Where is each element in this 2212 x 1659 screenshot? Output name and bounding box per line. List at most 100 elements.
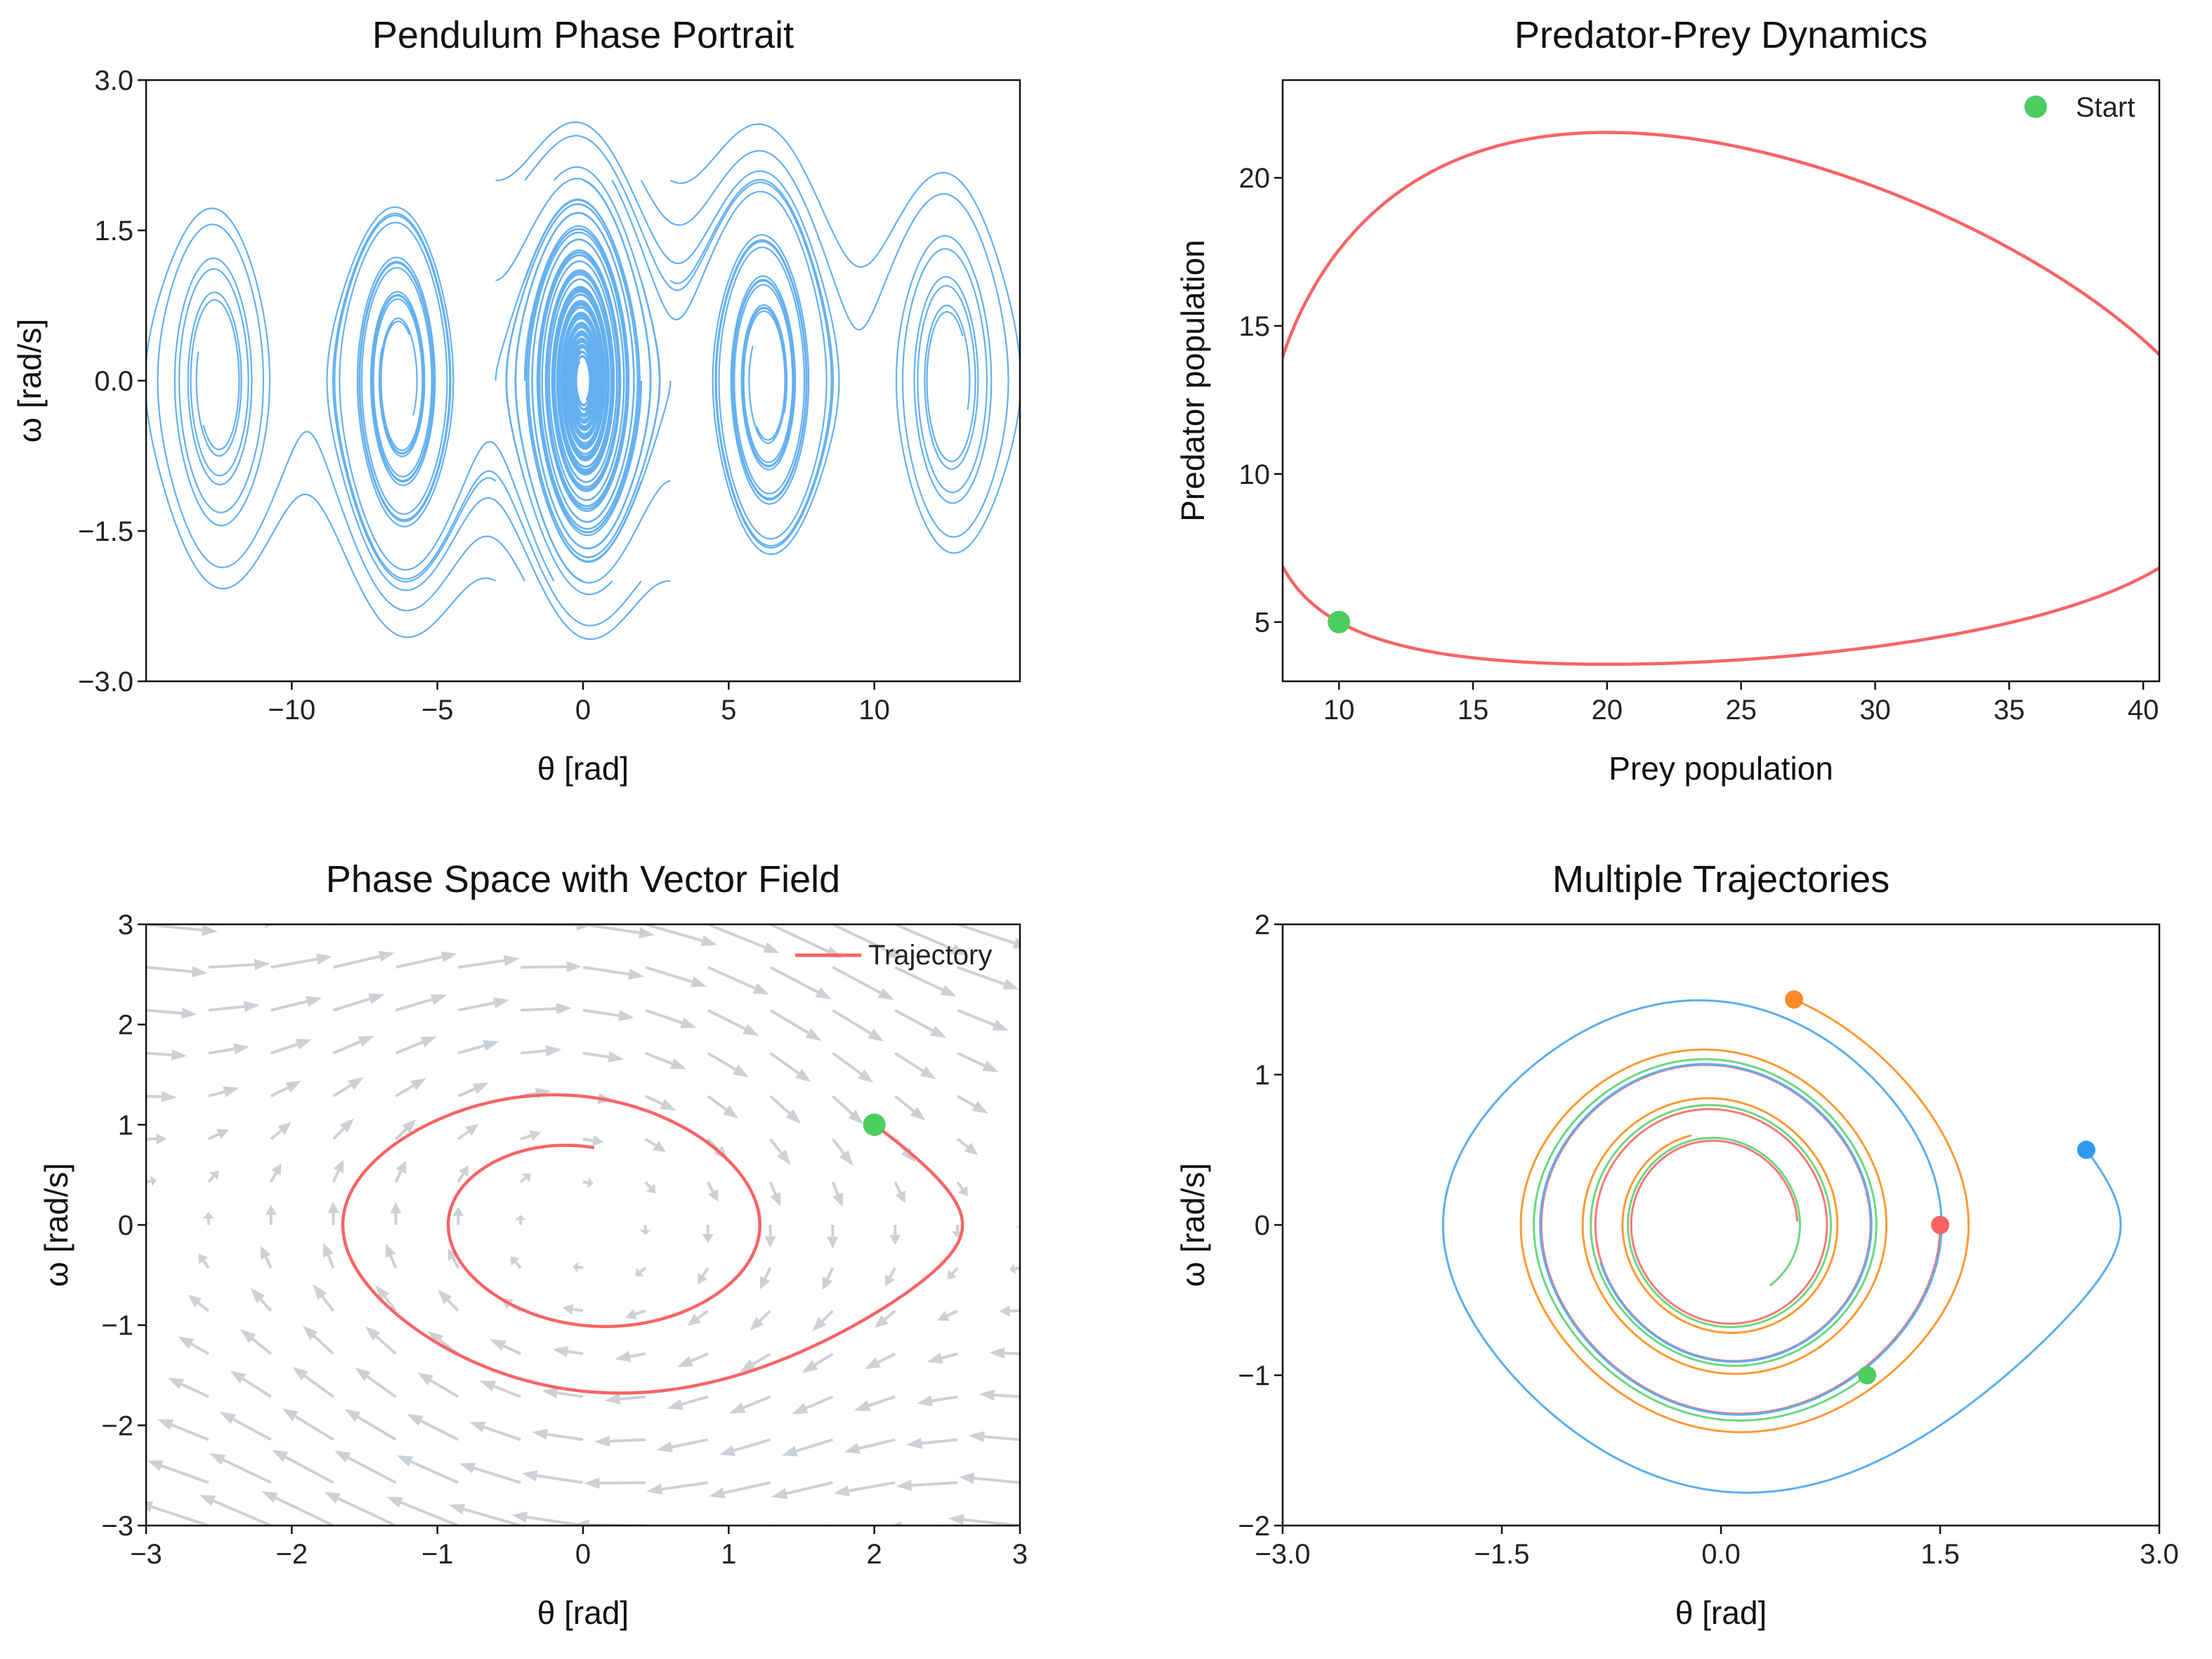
y-tick-label: 5 [1255, 608, 1270, 638]
vector-arrow-head [781, 1445, 798, 1457]
vector-arrow-shaft [394, 1170, 403, 1183]
vector-arrow-head [958, 1472, 975, 1484]
vector-arrow-shaft [832, 1051, 863, 1075]
vector-arrow-head [272, 1450, 289, 1462]
vector-arrow-head [344, 1409, 361, 1422]
vector-arrow-head [514, 913, 530, 924]
vector-arrow-head [709, 1487, 726, 1499]
vector-arrow-head [592, 1134, 604, 1146]
x-tick-label: 25 [1725, 695, 1757, 726]
vector-arrow-head [244, 1001, 260, 1013]
vector-arrow-shaft [207, 1132, 220, 1141]
vector-arrow-head [313, 1284, 327, 1300]
x-tick-label: −1.5 [1474, 1539, 1530, 1570]
vector-arrow-shaft [974, 1476, 1020, 1484]
vector-arrow-shaft [332, 1170, 340, 1183]
vector-arrow-shaft [769, 924, 829, 953]
vector-arrow-shaft [457, 1087, 476, 1098]
vector-arrow-shaft [503, 1344, 521, 1356]
vector-arrow-head [334, 1450, 351, 1463]
vector-arrow-shaft [1019, 1053, 1020, 1055]
x-axis-label: θ [rad] [537, 1594, 629, 1631]
vector-arrow-head [378, 950, 395, 962]
vector-arrow-head [407, 1414, 424, 1427]
vector-arrow-shaft [629, 1352, 646, 1358]
vector-arrow-shaft [420, 1419, 459, 1441]
vector-arrow-shaft [457, 1044, 485, 1055]
vector-arrow-head [515, 1214, 527, 1220]
x-tick-label: −10 [268, 695, 315, 726]
vector-arrow-head [1012, 938, 1020, 949]
y-tick-label: −1 [1238, 1360, 1270, 1391]
vector-arrow-head [339, 1118, 354, 1133]
vector-arrow-head [854, 1400, 871, 1411]
vector-arrow-shaft [429, 1379, 459, 1398]
vector-arrow-shaft [645, 1051, 673, 1065]
vector-arrow-head [823, 1528, 839, 1539]
legend-start-marker [2024, 96, 2047, 118]
vector-arrow-head [209, 1170, 219, 1181]
plot-area [1283, 131, 2159, 667]
vector-arrow-shaft [332, 997, 371, 1012]
trajectory-line [1441, 999, 2122, 1494]
vector-arrow-head [191, 966, 208, 978]
vector-arrow-head [368, 993, 385, 1004]
vector-arrow-shaft [321, 1295, 335, 1312]
start-point-marker [1328, 610, 1351, 634]
vector-arrow-shaft [825, 1524, 833, 1526]
vector-arrow-shaft [1019, 1139, 1020, 1141]
vector-arrow-shaft [294, 1415, 334, 1441]
vector-arrow-shaft [208, 1047, 235, 1055]
vector-arrow-head [389, 909, 405, 920]
vector-arrow-shaft [645, 924, 703, 943]
vector-arrow-head [264, 924, 275, 929]
vector-arrow-head [292, 1367, 308, 1381]
vector-arrow-shaft [1004, 1351, 1020, 1356]
vector-arrow-head [771, 1488, 788, 1500]
chart-title: Predator-Prey Dynamics [1514, 14, 1928, 56]
vector-arrow-head [198, 1253, 209, 1264]
vector-arrow-shaft [384, 1296, 397, 1312]
trajectory-line [1519, 998, 1970, 1434]
vector-arrow-shaft [681, 1395, 709, 1406]
vector-arrow-head [240, 1329, 256, 1344]
vector-arrow-shaft [395, 924, 405, 926]
y-tick-label: 3.0 [94, 65, 133, 96]
vector-arrow-shaft [223, 1458, 272, 1484]
vector-arrow-shaft [911, 1481, 958, 1487]
vector-arrow-shaft [146, 1309, 147, 1311]
vector-arrow-head [639, 1230, 651, 1235]
vector-arrow-shaft [190, 1342, 209, 1356]
vector-arrow-head [150, 1175, 157, 1187]
vector-arrow-shaft [452, 1257, 460, 1269]
plot-area [146, 121, 1020, 641]
vector-arrow-shaft [269, 1172, 277, 1183]
vector-arrow-head [333, 1160, 344, 1174]
vector-arrow-head [805, 1028, 822, 1041]
vector-arrow-shaft [733, 1438, 771, 1453]
vector-arrow-shaft [707, 1009, 746, 1030]
trajectory-line [525, 228, 672, 563]
vector-arrow-shaft [956, 1181, 964, 1191]
vector-arrow-head [327, 912, 343, 923]
vector-arrow-head [875, 1315, 889, 1328]
vector-arrow-head [937, 1311, 950, 1321]
vector-arrow-shaft [395, 955, 443, 969]
vector-arrow-shaft [805, 1395, 834, 1410]
vector-arrow-head [105, 1385, 122, 1396]
vector-arrow-shaft [208, 1090, 225, 1098]
vector-arrow-shaft [884, 1524, 896, 1526]
vector-arrow-head [992, 1019, 1009, 1031]
vector-arrow-head [503, 955, 520, 966]
vector-arrow-shaft [332, 1084, 352, 1098]
vector-arrow-head [202, 1212, 214, 1219]
vector-arrow-head [451, 909, 467, 920]
x-tick-label: 1.5 [1920, 1539, 1960, 1570]
vector-arrow-shaft [242, 1377, 272, 1398]
vector-arrow-head [295, 1039, 312, 1050]
multiple-trajectories-axes: Multiple Trajectories θ [rad] ω [rad/s] … [1174, 858, 2179, 1631]
x-tick-label: 2 [867, 1539, 882, 1570]
vector-arrow-shaft [208, 963, 255, 969]
vector-arrow-head [147, 1460, 164, 1471]
vector-arrow-head [950, 943, 967, 955]
